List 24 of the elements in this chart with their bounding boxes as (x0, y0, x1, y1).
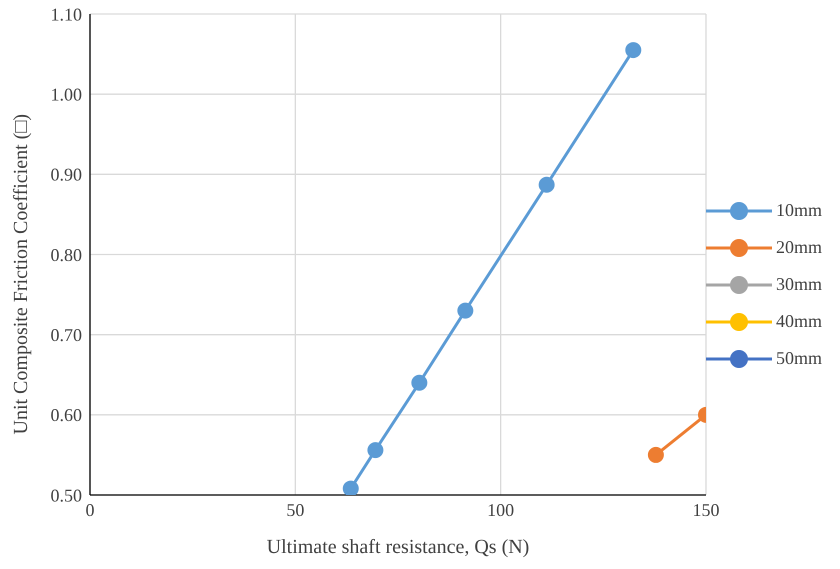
y-tick-label: 1.00 (50, 84, 82, 105)
x-tick-label: 50 (286, 500, 304, 520)
point (457, 302, 474, 319)
x-tick-label: 150 (692, 500, 720, 520)
legend-label: 50mm (776, 348, 822, 369)
legend-label: 20mm (776, 237, 822, 258)
point (411, 374, 428, 391)
legend-label: 40mm (776, 311, 822, 332)
x-tick-label: 0 (86, 500, 94, 520)
point (342, 480, 359, 495)
y-tick-label: 0.70 (50, 325, 82, 346)
y-tick-label: 0.80 (50, 244, 82, 265)
y-tick-label: 0.90 (50, 164, 82, 185)
y-tick-label: 0.50 (50, 485, 82, 506)
point (538, 176, 555, 193)
legend-label: 10mm (776, 200, 822, 221)
x-tick-label: 100 (487, 500, 514, 520)
point (367, 442, 384, 458)
point (625, 42, 642, 58)
y-axis-title: Unit Composite Friction Coefficient (□) (10, 114, 32, 434)
legend-label: 30mm (776, 274, 822, 295)
y-tick-label: 0.60 (50, 405, 82, 426)
y-tick-label: 1.10 (50, 4, 82, 24)
x-axis-title: Ultimate shaft resistance, Qs (N) (266, 536, 530, 558)
